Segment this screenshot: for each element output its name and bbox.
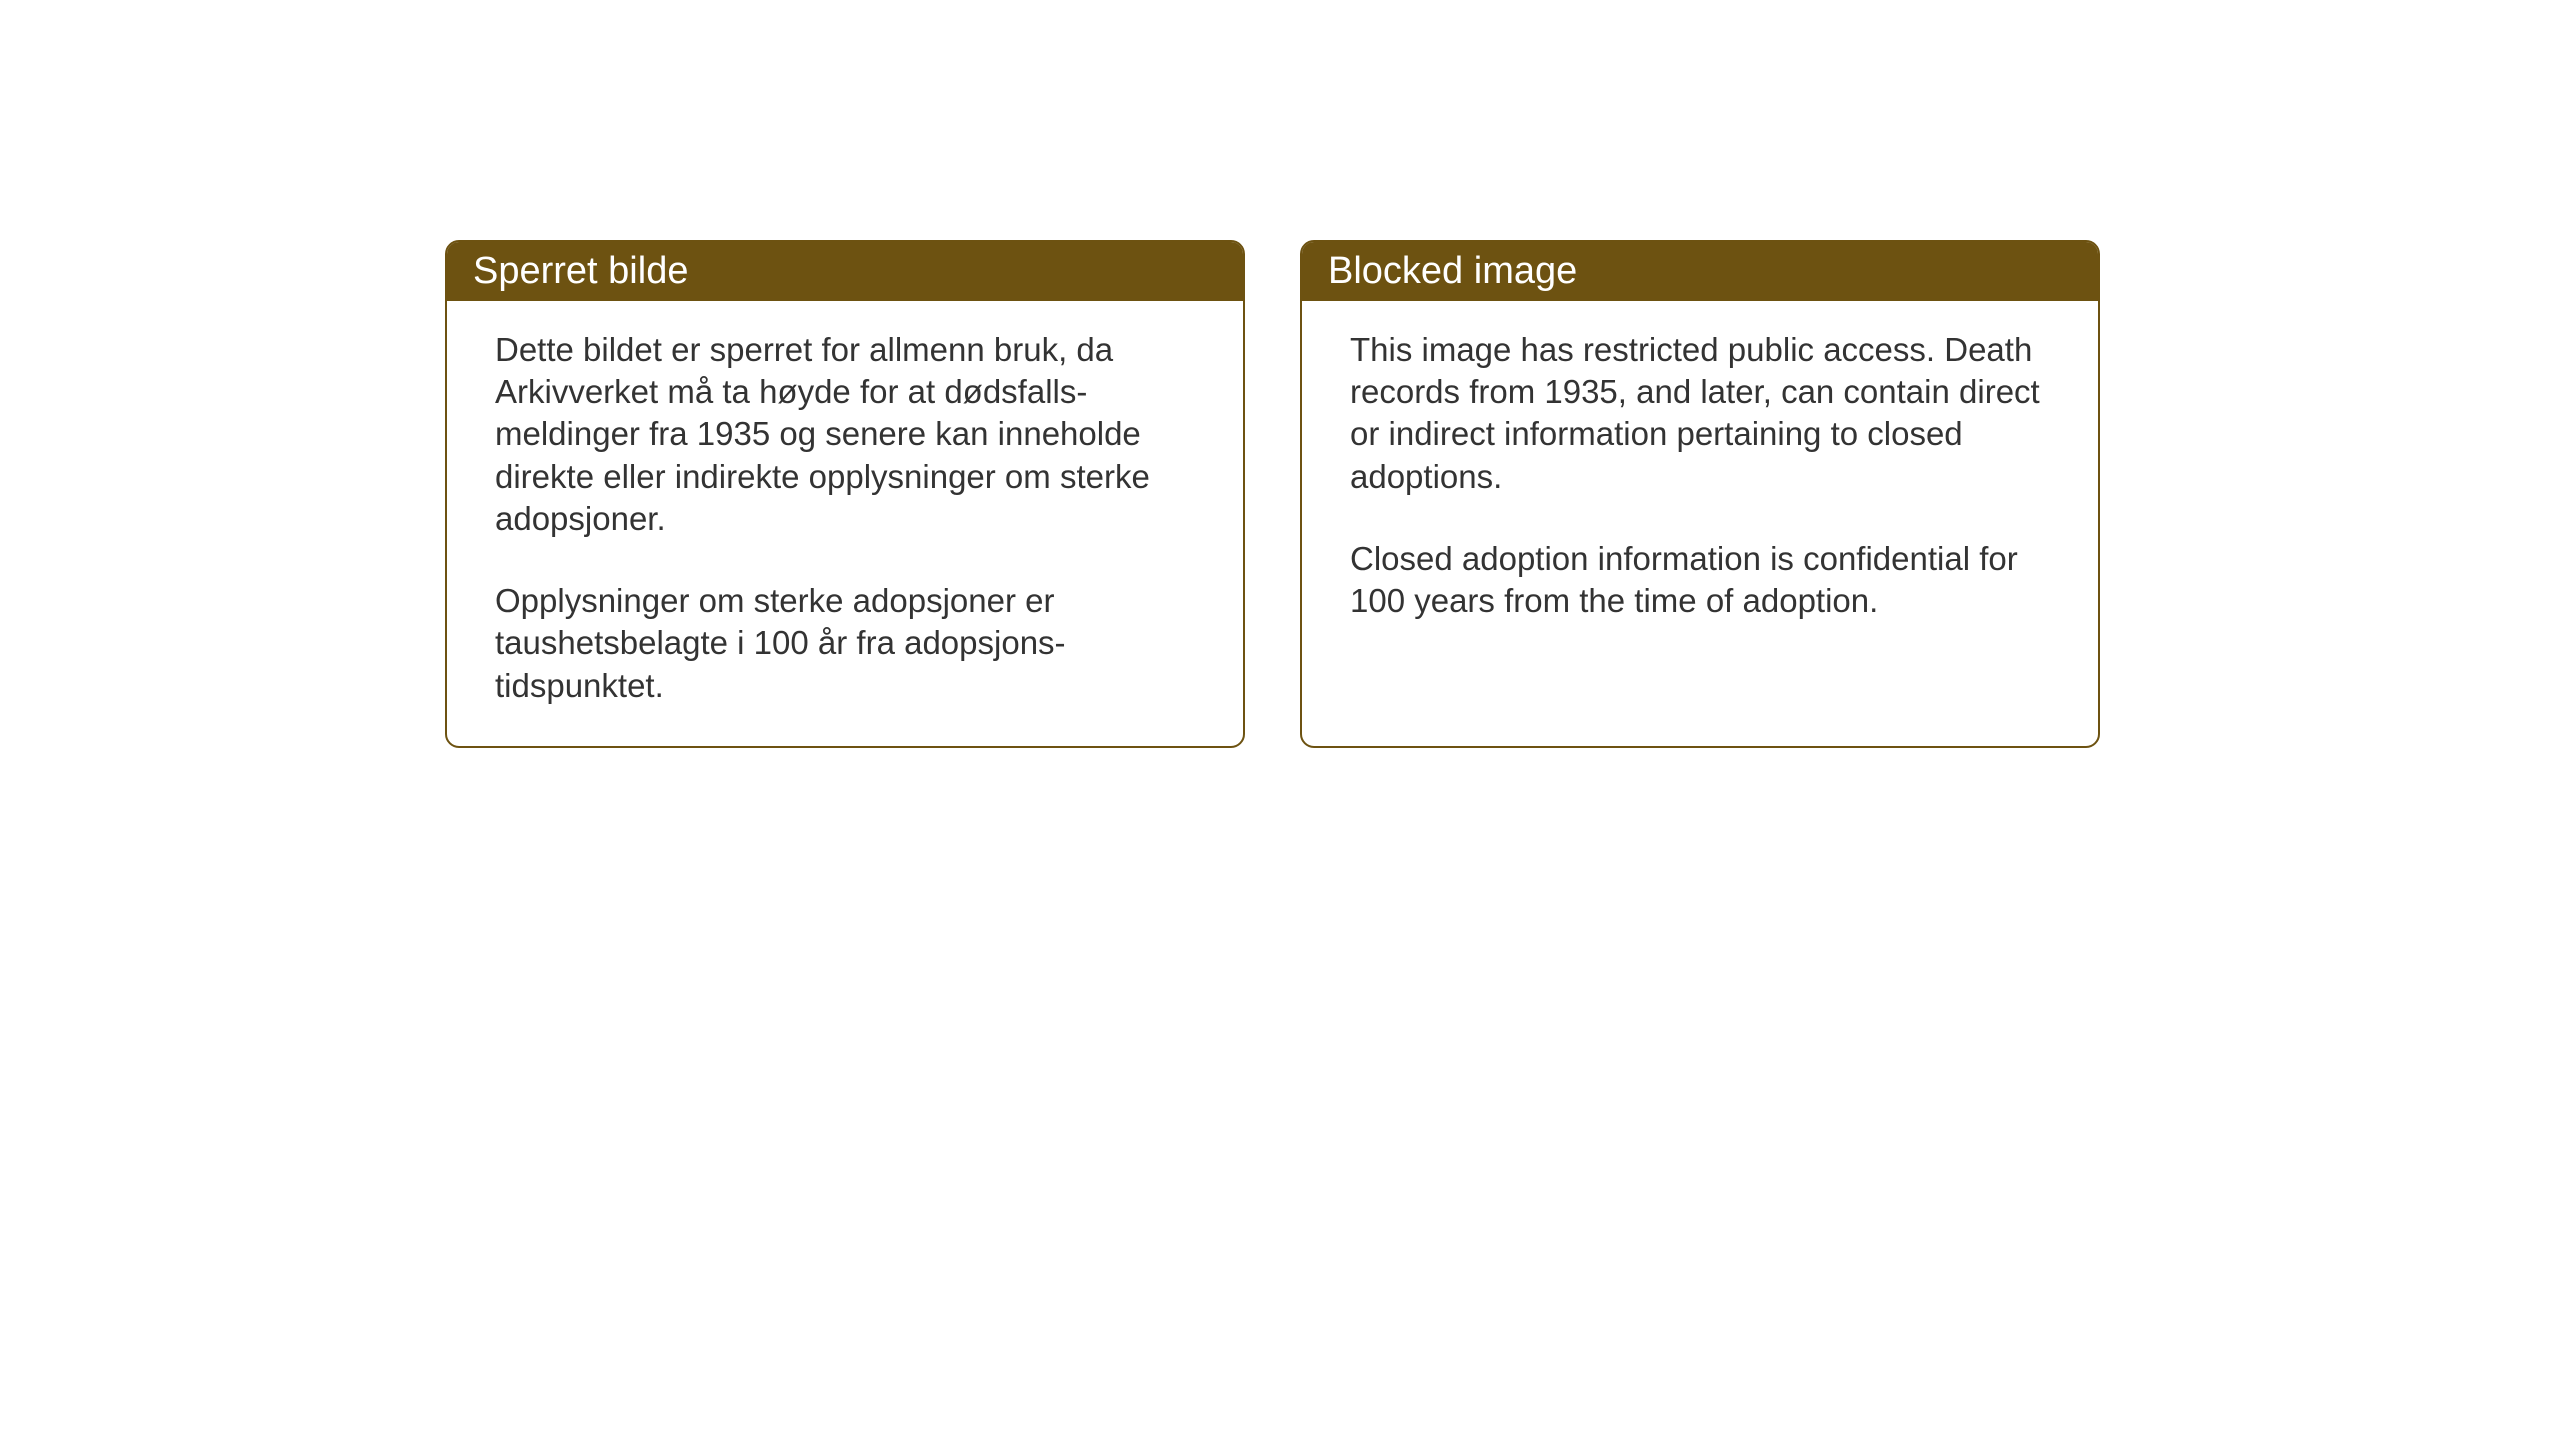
notice-box-english: Blocked image This image has restricted …	[1300, 240, 2100, 748]
notice-paragraph: This image has restricted public access.…	[1350, 329, 2058, 498]
notice-box-norwegian: Sperret bilde Dette bildet er sperret fo…	[445, 240, 1245, 748]
notice-paragraph: Closed adoption information is confident…	[1350, 538, 2058, 622]
notice-header-norwegian: Sperret bilde	[447, 242, 1243, 301]
notice-body-norwegian: Dette bildet er sperret for allmenn bruk…	[447, 301, 1243, 743]
notice-paragraph: Opplysninger om sterke adopsjoner er tau…	[495, 580, 1203, 707]
notice-paragraph: Dette bildet er sperret for allmenn bruk…	[495, 329, 1203, 540]
notice-container: Sperret bilde Dette bildet er sperret fo…	[445, 240, 2100, 748]
notice-body-english: This image has restricted public access.…	[1302, 301, 2098, 658]
notice-header-english: Blocked image	[1302, 242, 2098, 301]
